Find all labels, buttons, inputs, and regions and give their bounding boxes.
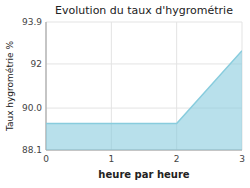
y-tick-label: 90.0 xyxy=(22,103,42,113)
y-grid-line xyxy=(46,63,242,64)
x-axis-label: heure par heure xyxy=(98,169,189,180)
grid xyxy=(46,22,242,150)
y-tick-label: 88.1 xyxy=(22,145,42,155)
x-tick-label: 0 xyxy=(43,154,49,164)
y-axis-label: Taux hygrométrie % xyxy=(5,40,15,132)
x-tick-label: 1 xyxy=(108,154,114,164)
series xyxy=(46,51,242,150)
title: Evolution du taux d'hygrométrie xyxy=(55,4,233,17)
chart-container: 88.1 90.0 92 93.9 0 1 2 3 Evolution du taux d'hy… xyxy=(0,0,250,188)
area xyxy=(46,51,242,150)
chart-svg: 88.1 90.0 92 93.9 0 1 2 3 Evolution du taux d'hy… xyxy=(0,0,250,188)
y-tick-label: 93.9 xyxy=(22,17,42,27)
background xyxy=(0,0,250,188)
axes: 88.1 90.0 92 93.9 0 1 2 3 xyxy=(22,17,245,164)
y-grid-line xyxy=(46,22,242,23)
x-tick-label: 2 xyxy=(174,154,180,164)
y-tick-label: 92 xyxy=(31,59,42,69)
x-tick-label: 3 xyxy=(239,154,245,164)
line xyxy=(46,51,242,124)
